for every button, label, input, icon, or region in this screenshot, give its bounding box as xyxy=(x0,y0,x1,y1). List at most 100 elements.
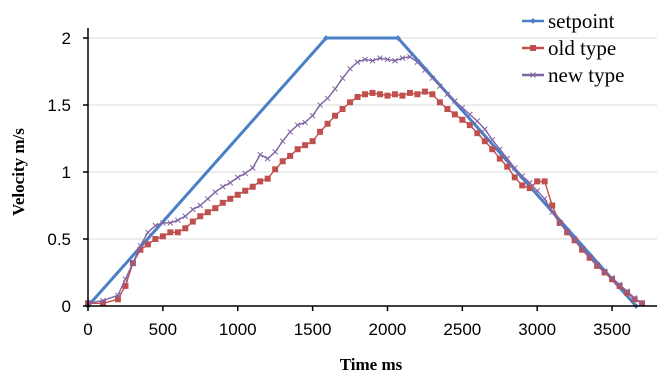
legend-label-new-type: new type xyxy=(548,63,624,87)
marker-stroke xyxy=(444,91,451,98)
data-point-old-type xyxy=(219,199,226,206)
marker-stroke xyxy=(309,112,316,119)
marker-stroke xyxy=(302,119,308,126)
marker-stroke xyxy=(534,187,541,194)
marker-stroke xyxy=(234,174,241,181)
data-point-old-type xyxy=(249,183,256,190)
marker-stroke xyxy=(466,111,473,118)
data-point-old-type xyxy=(234,191,241,198)
series-line-old-type xyxy=(88,90,643,304)
legend: setpoint old type new type xyxy=(522,9,624,87)
data-point-old-type xyxy=(526,185,533,192)
data-point-new-type xyxy=(594,261,600,268)
data-point-old-type xyxy=(429,91,436,98)
marker-stroke xyxy=(526,179,533,186)
marker-stroke xyxy=(145,229,151,236)
data-point-old-type xyxy=(564,229,571,236)
data-point-old-type xyxy=(257,178,264,185)
data-point-new-type xyxy=(496,146,503,153)
marker-stroke xyxy=(422,67,428,74)
data-point-new-type xyxy=(100,297,106,304)
marker-stroke xyxy=(227,179,234,186)
data-point-old-type xyxy=(391,91,398,98)
marker-stroke xyxy=(429,75,436,82)
data-point-old-type xyxy=(451,111,458,118)
data-point-old-type xyxy=(541,178,548,185)
data-point-old-type xyxy=(144,241,151,248)
data-point-new-type xyxy=(489,136,496,143)
marker-stroke xyxy=(384,56,391,63)
data-point-new-type xyxy=(354,59,361,65)
data-point-new-type xyxy=(272,149,279,155)
marker-stroke xyxy=(504,155,511,162)
data-point-new-type xyxy=(459,104,466,111)
data-point-new-type xyxy=(392,57,398,64)
data-point-new-type xyxy=(212,189,219,195)
legend-item-old-type: old type xyxy=(522,36,616,60)
data-point-new-type xyxy=(339,75,346,82)
data-point-new-type xyxy=(504,155,511,162)
marker-stroke xyxy=(414,59,421,65)
data-point-old-type xyxy=(122,282,129,289)
data-point-new-type xyxy=(511,165,518,171)
x-axis-title: Time ms xyxy=(340,355,403,374)
data-point-old-type xyxy=(624,289,631,296)
data-point-new-type xyxy=(234,174,241,181)
data-point-new-type xyxy=(601,268,608,275)
data-point-old-type xyxy=(459,116,466,123)
marker-stroke xyxy=(332,86,338,92)
data-point-new-type xyxy=(189,206,196,213)
data-point-old-type xyxy=(466,122,473,129)
marker-stroke xyxy=(474,118,481,124)
data-point-new-type xyxy=(279,138,286,145)
data-point-new-type xyxy=(160,220,166,226)
data-point-new-type xyxy=(609,275,615,281)
marker-stroke xyxy=(317,102,323,108)
data-point-old-type xyxy=(152,236,159,242)
data-point-new-type xyxy=(377,55,383,61)
y-tick-label: 1 xyxy=(62,163,71,182)
data-point-old-type xyxy=(332,112,339,119)
series-old-type xyxy=(85,88,646,307)
data-point-old-type xyxy=(302,142,309,149)
marker-stroke xyxy=(377,55,383,61)
marker-stroke xyxy=(362,56,368,63)
data-point-old-type xyxy=(579,246,586,253)
data-point-old-type xyxy=(549,202,556,209)
data-point-new-type xyxy=(347,65,353,72)
data-point-old-type xyxy=(481,138,488,145)
data-point-old-type xyxy=(167,229,174,236)
data-point-old-type xyxy=(354,93,361,100)
y-tick-label: 1.5 xyxy=(47,96,71,115)
data-point-new-type xyxy=(429,75,436,82)
data-point-new-type xyxy=(362,56,368,63)
data-point-new-type xyxy=(639,300,645,307)
marker-stroke xyxy=(609,275,615,281)
data-point-old-type xyxy=(601,269,608,276)
marker-stroke xyxy=(616,281,623,288)
marker-stroke xyxy=(115,292,121,299)
marker-stroke xyxy=(272,149,279,155)
data-point-new-type xyxy=(249,165,256,171)
y-tick-label: 0.5 xyxy=(47,230,71,249)
marker-stroke xyxy=(437,83,443,90)
data-point-new-type xyxy=(586,253,593,260)
legend-marker-old-type xyxy=(530,45,536,51)
marker-stroke xyxy=(257,151,264,158)
data-point-old-type xyxy=(189,218,196,225)
data-point-old-type xyxy=(324,120,331,127)
marker-stroke xyxy=(279,138,286,145)
data-point-new-type xyxy=(452,98,458,104)
marker-stroke xyxy=(160,220,166,226)
data-point-new-type xyxy=(287,128,293,135)
data-point-new-type xyxy=(204,195,211,202)
x-tick-label: 3000 xyxy=(518,320,556,339)
marker-stroke xyxy=(264,155,271,162)
marker-stroke xyxy=(212,189,219,195)
data-point-old-type xyxy=(414,91,421,98)
marker-stroke xyxy=(586,253,593,260)
data-point-old-type xyxy=(317,128,324,135)
data-point-new-type xyxy=(332,86,338,92)
marker-stroke xyxy=(579,245,585,252)
